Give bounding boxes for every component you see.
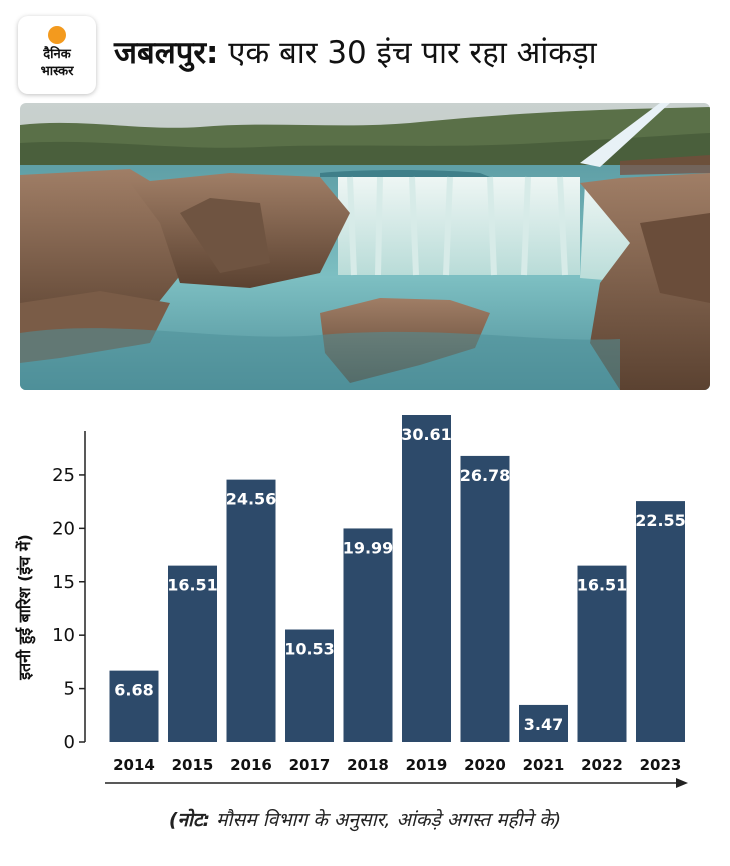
sun-icon [48, 26, 66, 44]
page-title-text: एक बार 30 इंच पार रहा आंकड़ा [218, 35, 597, 71]
x-axis-labels: 2014 2015 2016 2017 2018 2019 2020 2021 2022 2023 [113, 756, 681, 774]
bar [577, 565, 627, 742]
y-tick-label: 25 [52, 465, 75, 486]
footnote-label: (नोट: [168, 809, 211, 831]
x-tick-label: 2016 [230, 756, 272, 774]
bar-value-label: 16.51 [167, 576, 218, 595]
waterfall-illustration [20, 103, 710, 390]
bar [285, 629, 334, 742]
x-tick-label: 2015 [172, 756, 214, 774]
x-tick-label: 2014 [113, 756, 155, 774]
y-tick-label: 15 [52, 572, 75, 593]
x-tick-label: 2017 [289, 756, 331, 774]
x-tick-label: 2022 [581, 756, 623, 774]
y-tick-label: 20 [52, 518, 75, 539]
bar-value-label: 24.56 [226, 490, 277, 509]
page-title: जबलपुर: एक बार 30 इंच पार रहा आंकड़ा [114, 30, 597, 76]
waterfall-photo [20, 103, 710, 390]
y-axis-ticks: 0 5 10 15 20 25 [52, 465, 85, 753]
x-tick-label: 2019 [406, 756, 448, 774]
logo-line-2: भास्कर [40, 64, 74, 79]
page-title-city: जबलपुर: [114, 35, 219, 71]
bar-value-label: 3.47 [524, 715, 563, 734]
bar [168, 565, 217, 742]
bar [402, 415, 451, 742]
y-tick-label: 5 [64, 679, 75, 700]
bar [109, 670, 159, 742]
bar-value-label: 6.68 [114, 681, 153, 700]
rainfall-bar-chart: इतनी हुई बारिश (इंच में) 0 5 10 15 20 25 6.68… [15, 415, 688, 788]
y-tick-label: 0 [64, 732, 75, 753]
y-axis-label: इतनी हुई बारिश (इंच में) [15, 534, 36, 681]
x-tick-label: 2018 [347, 756, 389, 774]
bar-value-label: 22.55 [635, 511, 686, 530]
bar-series: 6.68 16.51 24.56 10.53 19.99 30.61 26.78 3.47 16… [109, 415, 686, 742]
bar-value-label: 19.99 [343, 538, 394, 557]
x-axis-arrowhead [676, 778, 688, 788]
bar-value-label: 30.61 [401, 425, 452, 444]
x-tick-label: 2020 [464, 756, 506, 774]
bar-value-label: 10.53 [284, 640, 335, 659]
bar [343, 528, 393, 742]
bar [519, 704, 568, 742]
logo-line-1: दैनिक [43, 47, 71, 62]
dainik-bhaskar-logo: दैनिक भास्कर [18, 16, 96, 94]
bar-value-label: 16.51 [577, 576, 628, 595]
bar [636, 501, 685, 742]
footnote: (नोट: मौसम विभाग के अनुसार, आंकड़े अगस्त… [0, 806, 730, 832]
y-tick-label: 10 [52, 625, 75, 646]
x-tick-label: 2021 [523, 756, 565, 774]
bar [460, 455, 510, 742]
footnote-text: मौसम विभाग के अनुसार, आंकड़े अगस्त महीने… [210, 809, 562, 831]
bar [226, 479, 276, 742]
x-tick-label: 2023 [640, 756, 682, 774]
bar-value-label: 26.78 [460, 466, 511, 485]
